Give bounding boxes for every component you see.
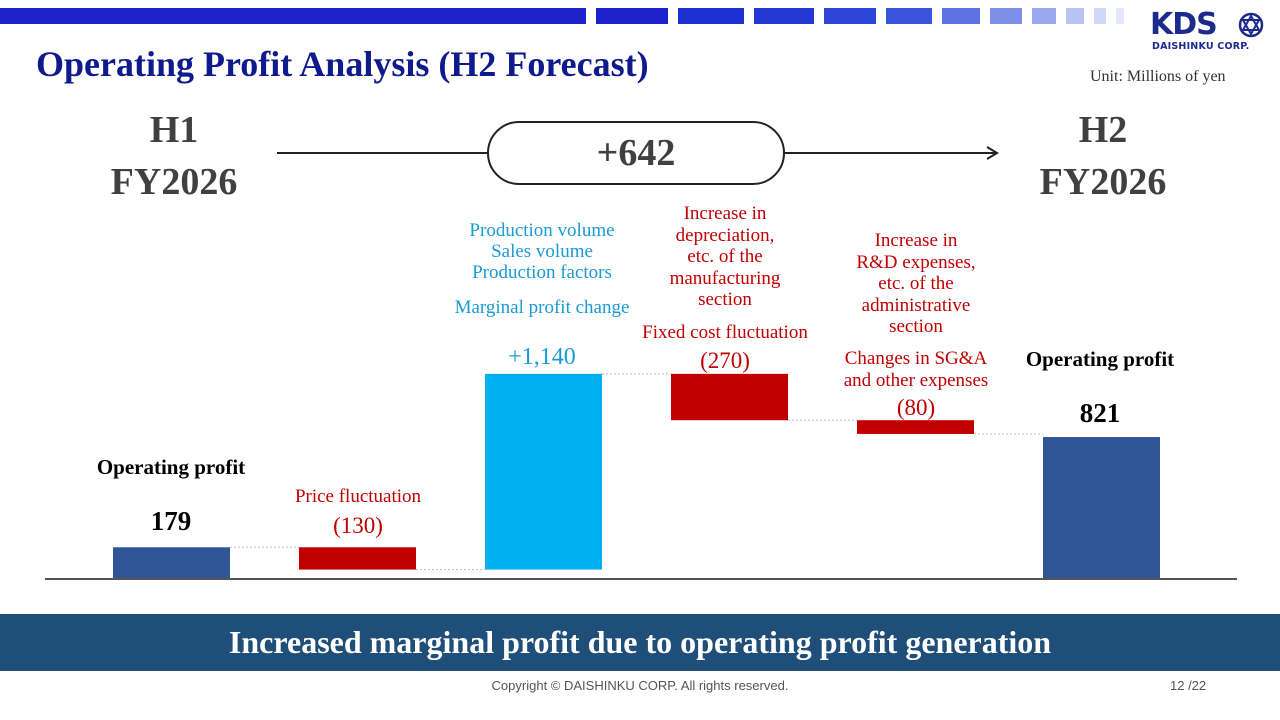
step-4-value: (270) [700, 348, 750, 373]
period-left: H1 FY2026 [84, 104, 264, 208]
page-title: Operating Profit Analysis (H2 Forecast) [36, 44, 649, 84]
step-3-value: +1,140 [508, 344, 576, 370]
period-left-year: FY2026 [110, 161, 238, 203]
logo-corp-name: DAISHINKU CORP. [1152, 41, 1250, 52]
step-4-label: Fixed cost fluctuation [642, 322, 808, 343]
step-5-detail: Increase in R&D expenses, etc. of the ad… [856, 230, 976, 337]
bar-4 [671, 373, 788, 421]
bar-2 [299, 547, 416, 570]
page-number: 12 /22 [1170, 678, 1207, 693]
logo-text: KDS [1150, 7, 1218, 42]
step-5-value: (80) [896, 395, 936, 420]
arrow-head-icon [986, 146, 999, 160]
top-decorative-bar [0, 8, 1140, 24]
period-right: H2 FY2026 [1013, 104, 1193, 208]
period-right-half: H2 [1078, 109, 1128, 151]
step-1-label: Operating profit [96, 455, 246, 479]
step-3-detail: Production volume Sales volume Productio… [469, 220, 615, 283]
step-4-detail: Increase in depreciation, etc. of the ma… [669, 203, 781, 310]
logo-emblem-icon [1238, 12, 1264, 38]
bar-3 [485, 373, 602, 570]
step-2-label: Price fluctuation [294, 486, 422, 507]
step-1-value: 179 [150, 506, 192, 536]
step-5-label: Changes in SG&A and other expenses [843, 348, 989, 391]
unit-label: Unit: Millions of yen [1090, 68, 1226, 85]
step-2-value: (130) [333, 513, 383, 538]
company-logo: KDS DAISHINKU CORP. [1150, 8, 1268, 52]
bar-1 [113, 547, 230, 578]
conclusion-banner: Increased marginal profit due to operati… [0, 614, 1280, 671]
bar-6 [1043, 437, 1160, 578]
waterfall-chart [45, 146, 1237, 580]
period-left-half: H1 [149, 109, 199, 151]
period-right-year: FY2026 [1039, 161, 1167, 203]
step-3-label: Marginal profit change [454, 297, 630, 318]
difference-pill: +642 [487, 121, 785, 185]
step-6-value: 821 [1079, 398, 1121, 428]
bar-5 [857, 420, 974, 434]
step-6-label: Operating profit [1025, 347, 1175, 371]
copyright-text: Copyright © DAISHINKU CORP. All rights r… [491, 678, 789, 693]
